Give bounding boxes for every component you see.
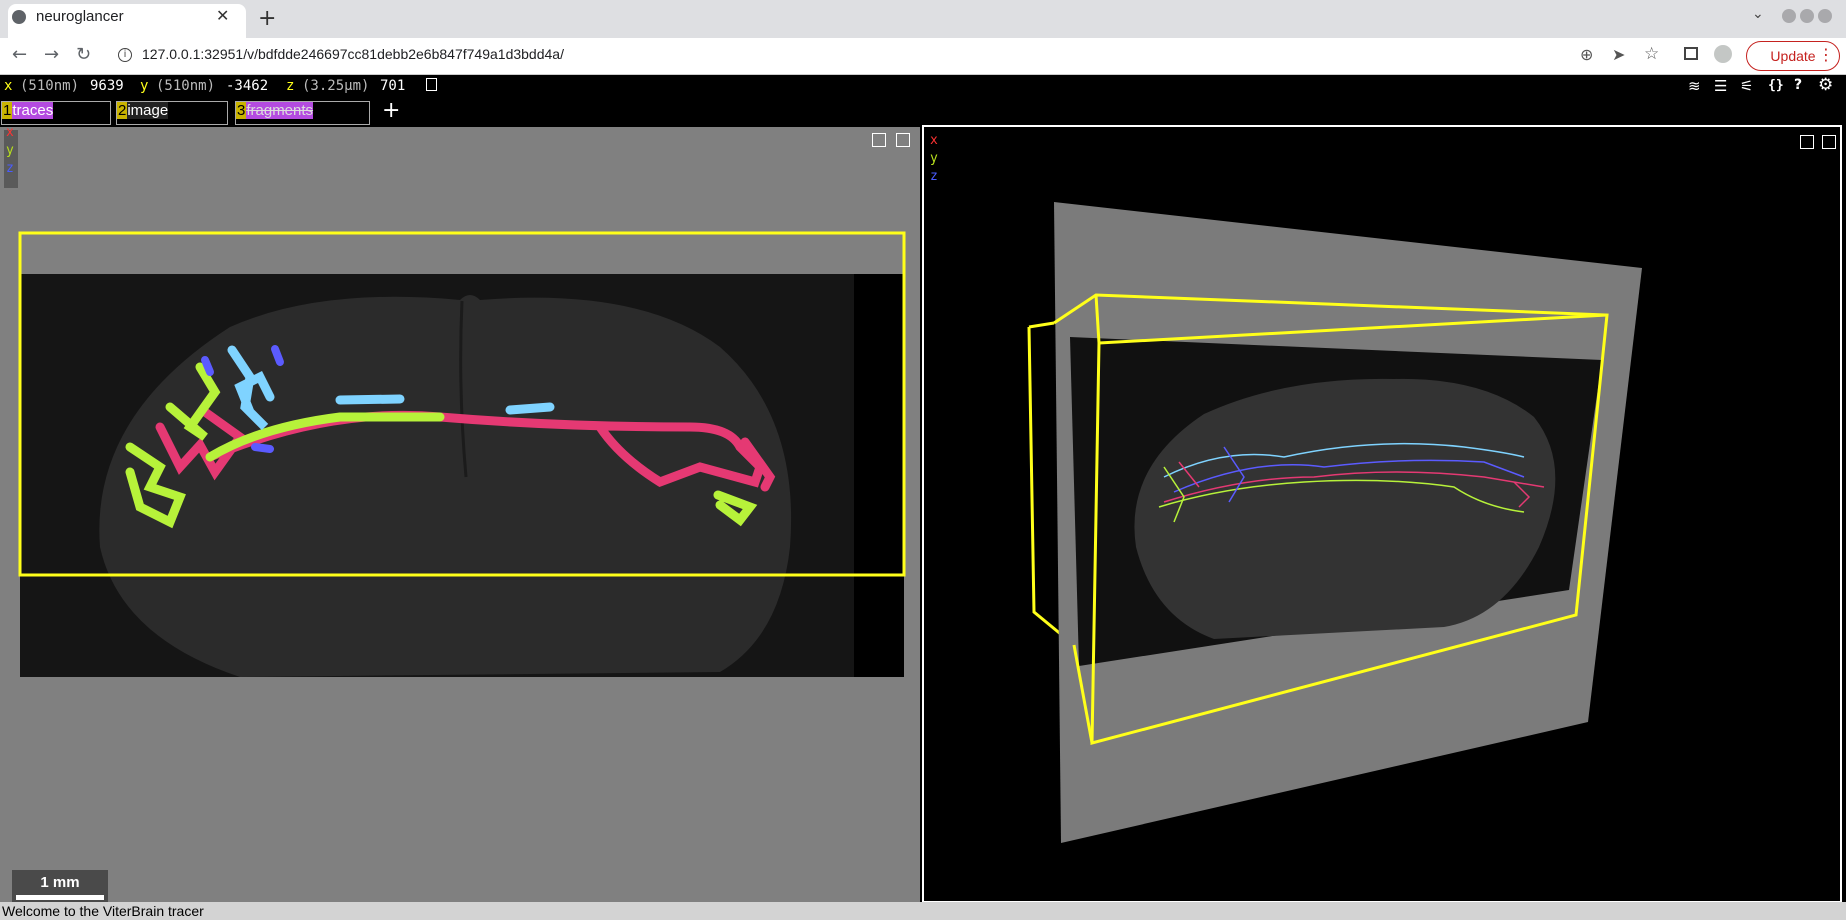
z-axis-label: z: [6, 161, 14, 176]
status-message: Welcome to the ViterBrain tracer: [2, 903, 204, 919]
reload-icon[interactable]: ↻: [76, 44, 92, 65]
back-icon[interactable]: ←: [12, 44, 28, 65]
update-button[interactable]: Update: [1746, 41, 1840, 71]
status-bar: Welcome to the ViterBrain tracer: [0, 902, 1846, 920]
3d-view-panel[interactable]: x y z: [922, 125, 1842, 903]
cross-section-panel[interactable]: x y z: [0, 125, 920, 903]
add-layer-icon[interactable]: +: [382, 98, 401, 123]
layer-name: traces: [12, 102, 54, 119]
layer-number: 3: [236, 102, 247, 119]
popout-panel-icon[interactable]: [896, 133, 910, 147]
profile-icon[interactable]: [1714, 45, 1732, 63]
y-axis-label: y: [930, 151, 938, 166]
sidepanel-icon[interactable]: [1684, 47, 1698, 60]
scale-bar: 1 mm: [12, 870, 108, 902]
browser-toolbar: [0, 38, 1846, 75]
star-icon[interactable]: ☆: [1644, 44, 1660, 64]
x-axis-label: x: [6, 125, 14, 140]
x-coord-value[interactable]: 9639: [90, 78, 124, 94]
z-coord-unit: (3.25µm): [302, 78, 370, 94]
send-icon[interactable]: ➤: [1612, 45, 1626, 64]
close-tab-icon[interactable]: ✕: [216, 6, 230, 25]
layer-name: fragments: [246, 102, 314, 119]
z-coord-value[interactable]: 701: [380, 78, 406, 94]
y-coord-unit: (510nm): [156, 78, 216, 94]
layer-name: image: [127, 102, 169, 119]
sliders-icon[interactable]: ⚟: [1740, 77, 1754, 95]
x-axis-label: x: [930, 133, 938, 148]
z-axis-label: z: [930, 169, 938, 184]
new-tab-icon[interactable]: +: [258, 6, 277, 31]
trace-blue: [201, 345, 284, 453]
trace-cyan: [227, 345, 555, 431]
layer-fragments[interactable]: 3fragments: [235, 101, 370, 125]
chevron-down-icon[interactable]: ⌄: [1752, 6, 1764, 22]
z-coord-label: z: [286, 78, 295, 94]
x-coord-label: x: [4, 78, 13, 94]
minimize-icon[interactable]: [1782, 9, 1796, 23]
cross-section-view[interactable]: [0, 127, 920, 903]
url-text[interactable]: 127.0.0.1:32951/v/bdfdde246697cc81debb2e…: [142, 46, 564, 62]
help-icon[interactable]: ?: [1794, 77, 1803, 93]
3d-view[interactable]: [924, 127, 1840, 901]
y-axis-label: y: [6, 143, 14, 158]
copy-icon[interactable]: [426, 78, 437, 91]
tab-title: neuroglancer: [36, 8, 124, 25]
bounding-box: [18, 231, 906, 577]
y-coord-label: y: [140, 78, 149, 94]
maximize-icon[interactable]: [1800, 9, 1814, 23]
layer-number: 1: [2, 102, 13, 119]
x-coord-unit: (510nm): [20, 78, 80, 94]
y-coord-value[interactable]: -3462: [226, 78, 269, 94]
maximize-panel-icon[interactable]: [1800, 135, 1814, 149]
list-icon[interactable]: ☰: [1714, 77, 1728, 95]
close-window-icon[interactable]: [1818, 9, 1832, 23]
layer-image[interactable]: 2image: [116, 101, 228, 125]
settings-icon[interactable]: ⚙: [1818, 75, 1834, 95]
tab-strip: [0, 0, 1846, 38]
zoom-icon[interactable]: ⊕: [1580, 45, 1594, 64]
forward-icon[interactable]: →: [44, 44, 60, 65]
popout-panel-icon[interactable]: [1822, 135, 1836, 149]
layer-number: 2: [117, 102, 128, 119]
maximize-panel-icon[interactable]: [872, 133, 886, 147]
more-icon[interactable]: ⋮: [1818, 45, 1834, 64]
3d-traces: [1158, 442, 1545, 523]
globe-icon: [12, 10, 26, 24]
trace-green: [125, 362, 758, 529]
browser-tab[interactable]: [8, 4, 246, 38]
layer-traces[interactable]: 1traces: [1, 101, 111, 125]
coordinate-bar: [0, 75, 1846, 99]
info-icon[interactable]: i: [118, 48, 132, 62]
layers-icon[interactable]: ≋: [1688, 77, 1701, 95]
json-icon[interactable]: {}: [1768, 78, 1784, 93]
scale-bar-label: 1 mm: [40, 874, 80, 891]
